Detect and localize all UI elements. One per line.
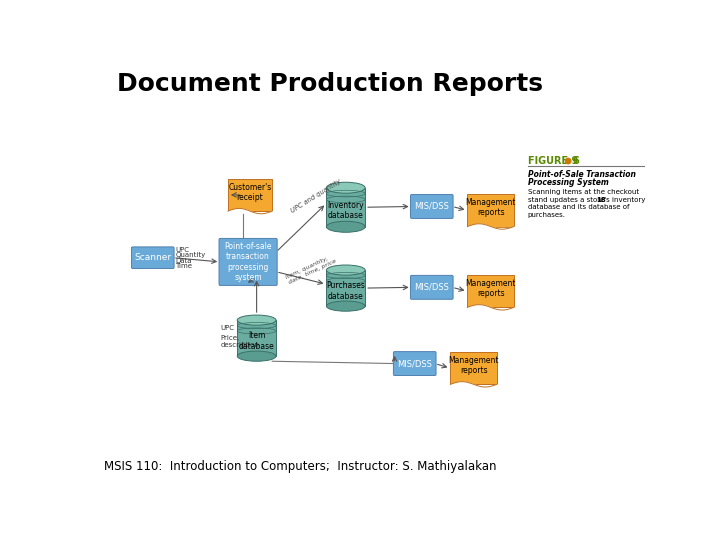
Text: Management
reports: Management reports <box>465 198 516 218</box>
FancyBboxPatch shape <box>451 352 497 384</box>
Text: Item
database: Item database <box>239 332 274 351</box>
Text: MSIS 110:  Introduction to Computers;  Instructor: S. Mathiyalakan: MSIS 110: Introduction to Computers; Ins… <box>104 460 497 473</box>
Text: MIS/DSS: MIS/DSS <box>414 202 449 211</box>
Text: Document Production Reports: Document Production Reports <box>117 72 544 96</box>
FancyBboxPatch shape <box>467 275 514 307</box>
Text: UPC and quantity: UPC and quantity <box>290 178 343 214</box>
Text: MIS/DSS: MIS/DSS <box>414 283 449 292</box>
Ellipse shape <box>238 351 276 361</box>
Text: Management
reports: Management reports <box>465 279 516 298</box>
Bar <box>326 270 365 306</box>
FancyBboxPatch shape <box>132 247 174 268</box>
Ellipse shape <box>326 301 365 311</box>
Text: MIS/DSS: MIS/DSS <box>397 359 432 368</box>
Bar <box>326 188 365 227</box>
Text: Point-of-sale
transaction
processing
system: Point-of-sale transaction processing sys… <box>225 242 272 282</box>
Text: UPC: UPC <box>175 247 189 253</box>
Text: FIGURE 9: FIGURE 9 <box>528 156 578 166</box>
Text: Price,: Price, <box>220 335 240 341</box>
FancyBboxPatch shape <box>467 194 514 226</box>
Text: database and its database of: database and its database of <box>528 204 629 210</box>
Text: description: description <box>220 342 259 348</box>
Text: purchases.: purchases. <box>528 212 566 218</box>
Text: Data: Data <box>175 258 192 264</box>
Circle shape <box>565 158 571 164</box>
FancyBboxPatch shape <box>393 352 436 375</box>
Ellipse shape <box>238 315 276 325</box>
Bar <box>238 320 276 356</box>
Text: Quantity: Quantity <box>175 252 205 258</box>
FancyBboxPatch shape <box>219 239 277 286</box>
Text: UPC: UPC <box>220 326 234 332</box>
Text: Processing System: Processing System <box>528 178 608 187</box>
Text: Point-of-Sale Transaction: Point-of-Sale Transaction <box>528 171 636 179</box>
FancyBboxPatch shape <box>410 194 453 218</box>
Text: Time: Time <box>175 263 192 269</box>
Ellipse shape <box>326 265 365 275</box>
Text: 18: 18 <box>596 197 606 202</box>
FancyBboxPatch shape <box>228 179 272 211</box>
Ellipse shape <box>326 182 365 193</box>
Text: Scanner: Scanner <box>134 253 171 262</box>
Text: stand updates a store's inventory: stand updates a store's inventory <box>528 197 645 202</box>
Text: Management
reports: Management reports <box>449 356 499 375</box>
Text: 6: 6 <box>573 156 580 166</box>
FancyBboxPatch shape <box>410 275 453 299</box>
Text: Customer's
receipt: Customer's receipt <box>228 183 271 202</box>
Text: Purchases
database: Purchases database <box>326 281 365 301</box>
Text: Scanning items at the checkout: Scanning items at the checkout <box>528 189 639 195</box>
Text: Item, quantity,
date, time, price: Item, quantity, date, time, price <box>285 253 337 285</box>
Text: Inventory
database: Inventory database <box>328 201 364 220</box>
Ellipse shape <box>326 221 365 232</box>
